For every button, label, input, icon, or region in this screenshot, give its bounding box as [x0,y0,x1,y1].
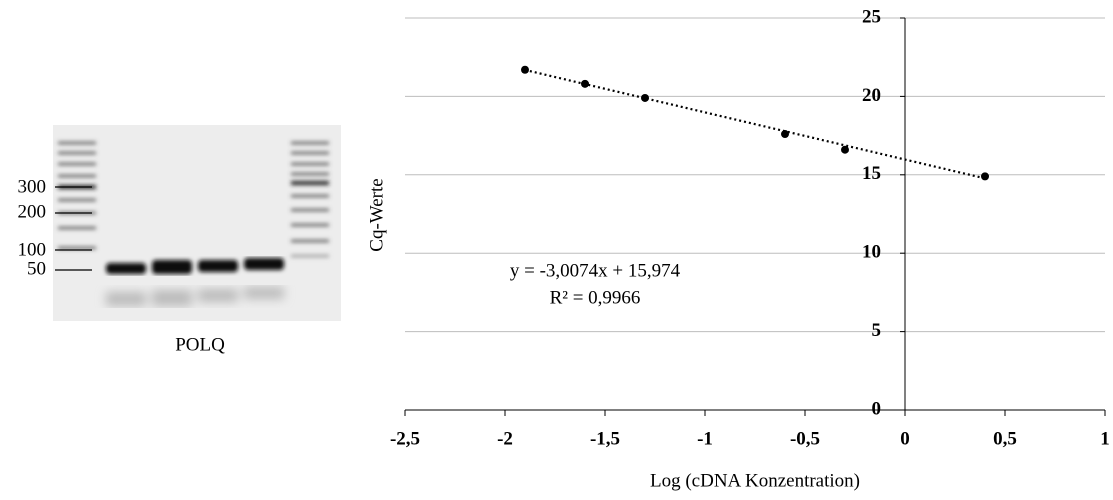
x-axis-title: Log (cDNA Konzentration) [650,470,860,491]
y-tick-label: 20 [862,85,881,106]
data-point [521,65,529,74]
marker-label: 100 [18,239,47,260]
x-tick-label: -1 [697,428,713,449]
y-tick-label: 10 [862,242,881,263]
gel-image [53,125,341,321]
data-point [781,130,789,139]
marker-label: 50 [27,258,46,279]
x-tick-label: 0,5 [993,428,1017,449]
data-point [981,172,989,181]
trend-equation: y = -3,0074x + 15,974 [510,260,681,281]
x-tick-label: 1 [1100,428,1110,449]
x-tick-label: -2 [497,428,513,449]
gel-caption: POLQ [175,334,225,355]
y-axis-title: Cq-Werte [366,178,387,251]
x-tick-label: -1,5 [590,428,620,449]
marker-label: 300 [18,176,47,197]
data-point [581,79,589,88]
data-point [641,93,649,102]
x-tick-label: -2,5 [390,428,420,449]
x-tick-label: 0 [900,428,910,449]
data-point [841,145,849,154]
y-tick-label: 15 [862,163,881,184]
x-tick-label: -0,5 [790,428,820,449]
trendline [524,68,986,180]
y-tick-label: 25 [862,6,881,27]
y-tick-label: 0 [872,398,882,419]
y-tick-label: 5 [872,320,882,341]
marker-label: 200 [18,201,47,222]
trend-r2: R² = 0,9966 [550,287,641,308]
